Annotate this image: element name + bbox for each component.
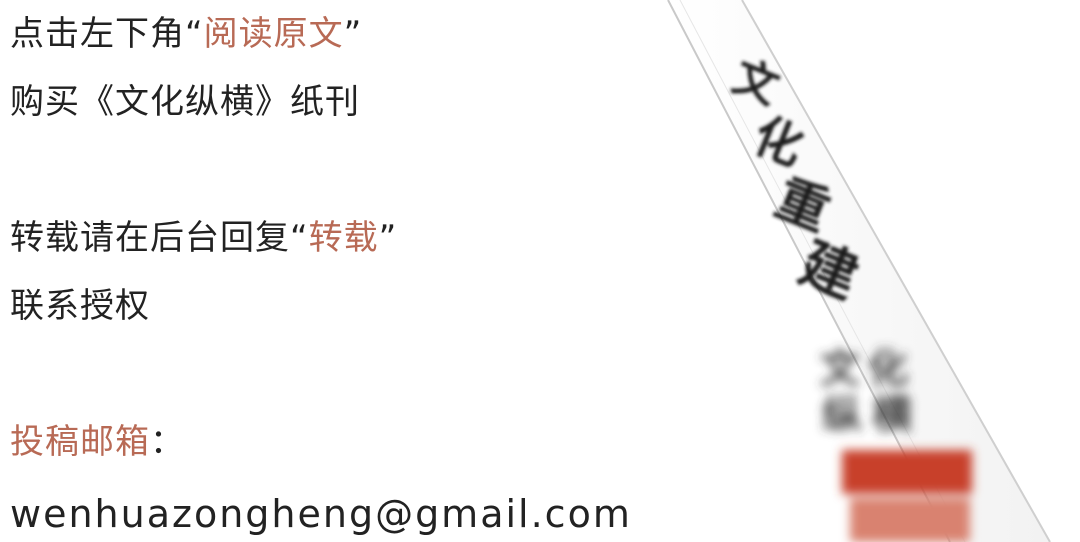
authorization-line: 联系授权 xyxy=(10,286,150,326)
book-spine-photo: 文 化 重 建 文 化 纵 横 xyxy=(650,0,1080,542)
spine-body xyxy=(668,0,1050,542)
logo-red-bar-lower xyxy=(850,498,970,542)
reprint-prefix: 转载请在后台回复 xyxy=(10,218,290,258)
read-original-link[interactable]: 阅读原文 xyxy=(203,14,344,54)
open-quote: “ xyxy=(185,14,204,54)
purchase-line: 购买《文化纵横》纸刊 xyxy=(10,82,360,122)
spine-edge-right xyxy=(741,0,1051,542)
reprint-line: 转载请在后台回复“转载” xyxy=(10,214,397,262)
open-quote: “ xyxy=(290,218,309,258)
publisher-logo: 文 化 纵 横 xyxy=(820,345,972,542)
submission-label-line: 投稿邮箱： xyxy=(10,418,185,466)
logo-char: 化 xyxy=(868,345,908,392)
logo-char: 横 xyxy=(872,391,912,438)
promo-text-block: 点击左下角“阅读原文” 购买《文化纵横》纸刊 转载请在后台回复“转载” 联系授权… xyxy=(10,0,670,542)
logo-char: 文 xyxy=(820,345,860,392)
logo-red-bar xyxy=(842,450,972,494)
close-quote: ” xyxy=(343,14,363,54)
read-original-prefix: 点击左下角 xyxy=(10,14,185,54)
close-quote: ” xyxy=(378,218,398,258)
submission-label: 投稿邮箱 xyxy=(10,422,150,462)
reprint-keyword: 转载 xyxy=(308,218,379,258)
colon: ： xyxy=(150,422,185,462)
email-address[interactable]: wenhuazongheng@gmail.com xyxy=(10,492,632,536)
read-original-line: 点击左下角“阅读原文” xyxy=(10,10,362,58)
logo-char: 纵 xyxy=(822,391,862,438)
